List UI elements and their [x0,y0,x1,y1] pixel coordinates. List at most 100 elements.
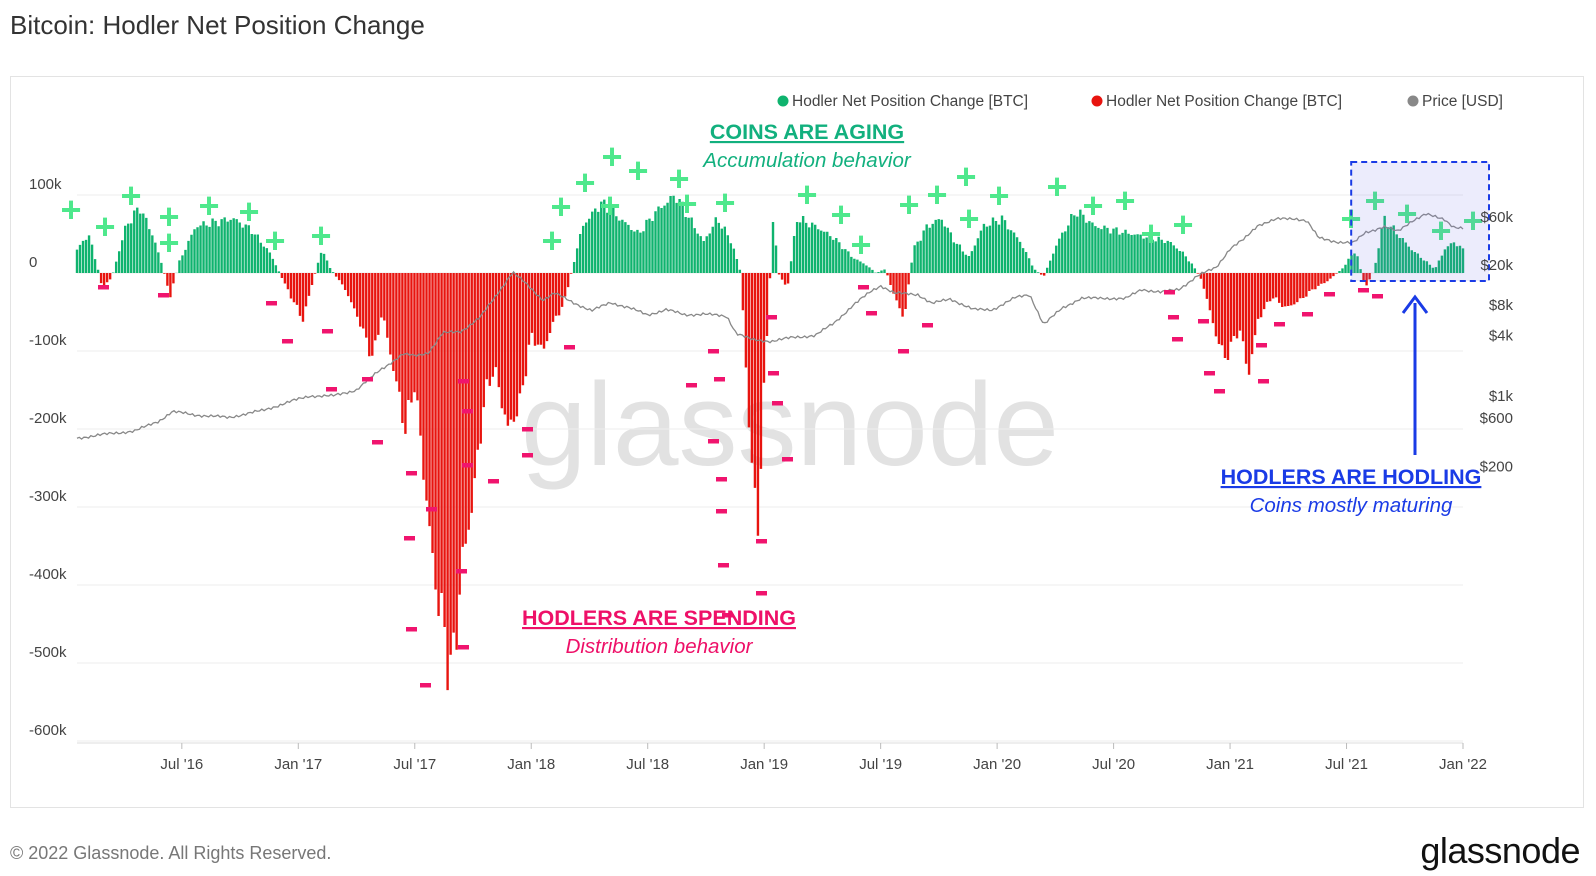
x-tick-label: Jan '18 [507,756,555,773]
y2-tick-label: $600 [1480,410,1513,427]
minus-marker [372,440,383,445]
x-tick-label: Jan '20 [973,756,1021,773]
chart-frame: glassnode + + + + + + + + + + + + + + + + + + + + + + + + + + + + + +… [10,76,1584,808]
plus-marker: + [627,150,648,191]
minus-marker [456,569,467,574]
minus-marker [362,377,373,382]
plus-marker: + [850,224,871,265]
minus-marker [266,301,277,306]
minus-marker [326,387,337,392]
minus-marker [1214,389,1225,394]
plus-marker: + [158,196,179,237]
plus-marker: + [668,158,689,199]
y2-tick-label: $20k [1480,257,1513,274]
plus-marker: + [676,183,697,224]
minus-marker [522,427,533,432]
minus-marker [282,339,293,344]
minus-marker [714,377,725,382]
minus-marker [756,539,767,544]
page-title: Bitcoin: Hodler Net Position Change [10,10,425,40]
price-line [76,212,1464,440]
x-tick-label: Jan '22 [1439,756,1487,773]
minus-marker [1302,312,1313,317]
minus-marker [406,627,417,632]
plus-marker: + [1462,200,1483,241]
plus-marker: + [830,194,851,235]
plus-marker: + [120,175,141,216]
minus-marker [768,371,779,376]
watermark-text: glassnode [521,359,1059,491]
plus-marker: + [1046,166,1067,207]
minus-marker [1324,292,1335,297]
legend-label: Hodler Net Position Change [BTC] [1106,93,1342,110]
plus-marker: + [599,185,620,226]
minus-marker [426,507,437,512]
minus-marker [708,349,719,354]
plus-marker: + [1114,180,1135,221]
plus-marker: + [988,175,1009,216]
copyright-text: © 2022 Glassnode. All Rights Reserved. [10,843,332,863]
plus-marker: + [198,185,219,226]
plus-marker: + [1140,213,1161,254]
minus-marker [404,536,415,541]
legend-label: Hodler Net Position Change [BTC] [792,93,1028,110]
y-tick-label: 0 [29,254,37,271]
plus-marker: + [1340,198,1361,239]
minus-marker [858,285,869,290]
x-tick-label: Jul '17 [393,756,436,773]
minus-marker [1372,294,1383,299]
minus-marker [718,563,729,568]
minus-marker [158,293,169,298]
x-tick-label: Jan '21 [1206,756,1254,773]
plus-marker: + [796,174,817,215]
plus-marker: + [310,215,331,256]
annotation-title: HODLERS ARE SPENDING [522,606,796,630]
plus-marker: + [158,222,179,263]
minus-marker [458,645,469,650]
legend-label: Price [USD] [1422,93,1503,110]
minus-marker [1256,343,1267,348]
minus-marker [1358,288,1369,293]
y-tick-label: -400k [29,566,67,583]
minus-marker [488,479,499,484]
x-tick-label: Jan '19 [740,756,788,773]
minus-marker [564,345,575,350]
annotation-subtitle: Distribution behavior [566,635,754,658]
minus-marker [716,477,727,482]
plus-marker: + [541,220,562,261]
y-tick-label: -500k [29,644,67,661]
y2-tick-label: $4k [1489,327,1514,344]
plus-marker: + [264,220,285,261]
plus-marker: + [1082,185,1103,226]
y2-tick-label: $60k [1480,209,1513,226]
minus-marker [1258,379,1269,384]
minus-marker [462,463,473,468]
annotation-title: COINS ARE AGING [710,120,904,144]
annotation-title: HODLERS ARE HODLING [1221,465,1482,489]
plus-marker: + [1364,180,1385,221]
minus-marker [1164,290,1175,295]
minus-marker [420,683,431,688]
y-tick-label: -100k [29,332,67,349]
x-tick-label: Jul '16 [160,756,203,773]
minus-marker [522,453,533,458]
y2-tick-label: $1k [1489,388,1514,405]
y-tick-label: 100k [29,176,62,193]
glassnode-logo: glassnode [1420,830,1580,871]
x-tick-label: Jul '20 [1092,756,1135,773]
y-tick-label: -600k [29,722,67,739]
minus-marker [866,311,877,316]
plus-marker: + [898,184,919,225]
minus-marker [1274,322,1285,327]
minus-marker [716,509,727,514]
annotation-subtitle: Accumulation behavior [701,149,912,172]
minus-marker [406,471,417,476]
minus-marker [766,315,777,320]
plus-marker: + [94,206,115,247]
legend-marker [1091,95,1103,107]
plus-marker: + [955,156,976,197]
y-tick-label: -300k [29,488,67,505]
minus-marker [322,329,333,334]
plus-marker: + [926,174,947,215]
minus-marker [458,379,469,384]
